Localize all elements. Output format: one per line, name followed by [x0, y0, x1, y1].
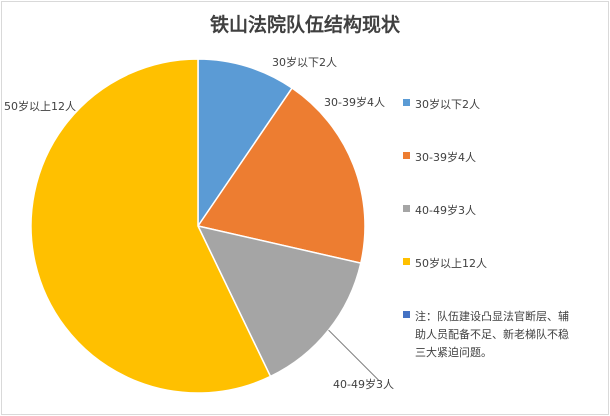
data-label-30-39: 30-39岁4人 — [324, 96, 385, 109]
legend-swatch — [403, 258, 410, 265]
slice-over-50 — [30, 58, 272, 394]
slice-30-39 — [196, 86, 366, 265]
data-label-over-50: 50岁以上12人 — [4, 100, 76, 113]
legend-label: 30岁以下2人 — [415, 98, 480, 111]
legend-note-swatch — [403, 311, 410, 318]
legend-swatch — [403, 99, 410, 106]
legend-note-text: 注：队伍建设凸显法官断层、辅 助人员配备不足、新老梯队不稳 三大紧迫问题。 — [415, 308, 569, 362]
legend-swatch — [403, 205, 410, 212]
note-line-1: 注：队伍建设凸显法官断层、辅 — [415, 310, 569, 323]
note-line-3: 三大紧迫问题。 — [415, 346, 492, 359]
data-label-40-49: 40-49岁3人 — [333, 378, 394, 391]
legend-label: 40-49岁3人 — [415, 204, 476, 217]
data-label-under-30: 30岁以下2人 — [272, 56, 337, 69]
legend-label: 50岁以上12人 — [415, 257, 487, 270]
chart-title: 铁山法院队伍结构现状 — [209, 14, 400, 36]
leader-line-40-49 — [328, 329, 379, 381]
legend-label: 30-39岁4人 — [415, 151, 476, 164]
legend-swatch — [403, 152, 410, 159]
slice-under-30 — [197, 58, 294, 229]
note-line-2: 助人员配备不足、新老梯队不稳 — [415, 328, 569, 341]
